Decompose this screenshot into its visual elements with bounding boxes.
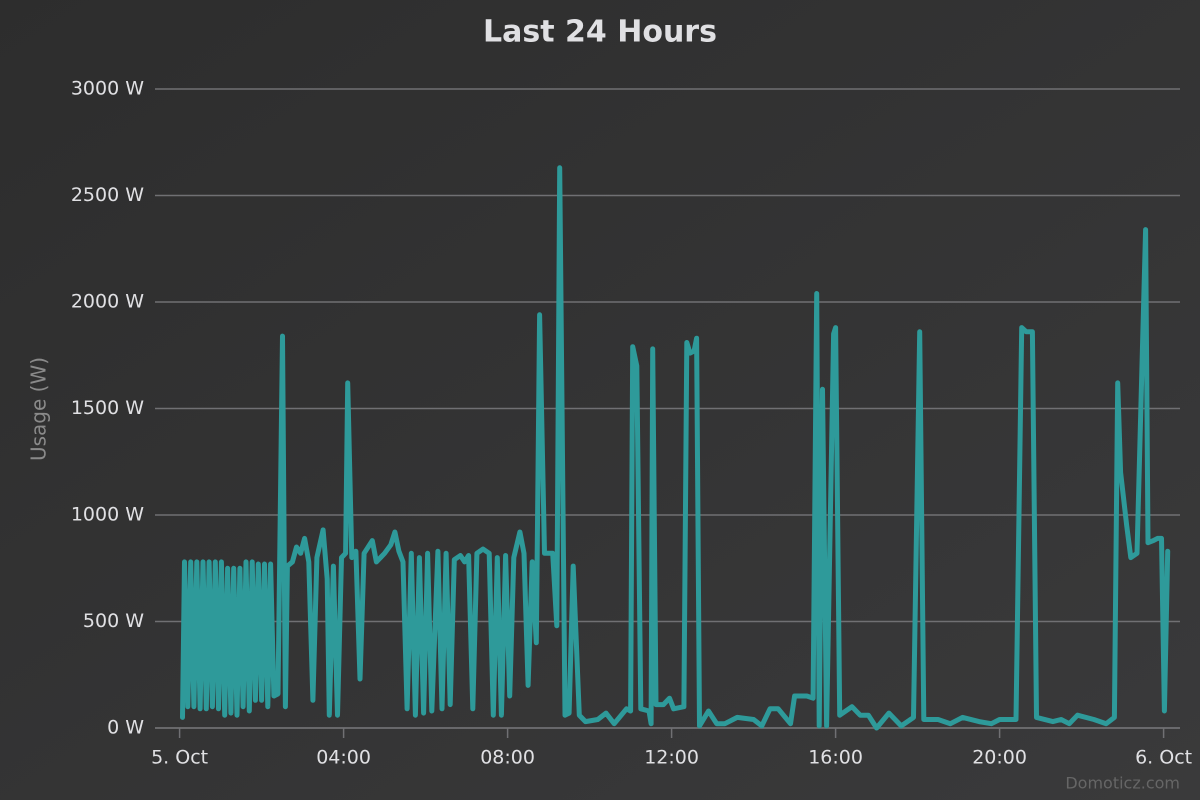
x-tick-label: 12:00 (644, 747, 699, 769)
x-tick-label: 5. Oct (151, 747, 208, 769)
x-tick-label: 16:00 (808, 747, 863, 769)
chart-title: Last 24 Hours (483, 15, 717, 50)
y-axis-title: Usage (W) (27, 357, 51, 461)
y-tick-label: 1500 W (71, 397, 144, 419)
y-tick-label: 2500 W (71, 184, 144, 206)
y-tick-label: 0 W (107, 717, 144, 739)
y-tick-label: 500 W (83, 610, 144, 632)
x-tick-label: 6. Oct (1135, 747, 1192, 769)
y-tick-label: 3000 W (71, 78, 144, 100)
x-tick-label: 08:00 (480, 747, 535, 769)
y-tick-label: 2000 W (71, 291, 144, 313)
data-line (180, 165, 1171, 731)
y-tick-label: 1000 W (71, 504, 144, 526)
x-tick-label: 04:00 (316, 747, 371, 769)
x-tick-label: 20:00 (972, 747, 1027, 769)
credits: Domoticz.com (1065, 774, 1180, 793)
